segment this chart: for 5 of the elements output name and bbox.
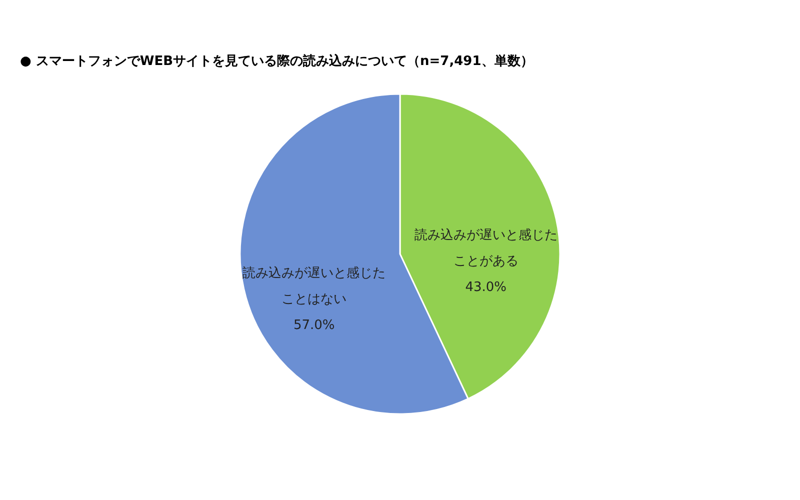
data-label: 43.0% [465, 280, 507, 295]
chart-title: ● スマートフォンでWEBサイトを見ている際の読み込みについて（n=7,491、単数） [20, 53, 534, 69]
data-label: 57.0% [293, 318, 335, 334]
slice-label: 読み込みが遅いと感じたことはない [242, 266, 386, 308]
slice-label: 読み込みが遅いと感じたことがある [414, 228, 558, 269]
